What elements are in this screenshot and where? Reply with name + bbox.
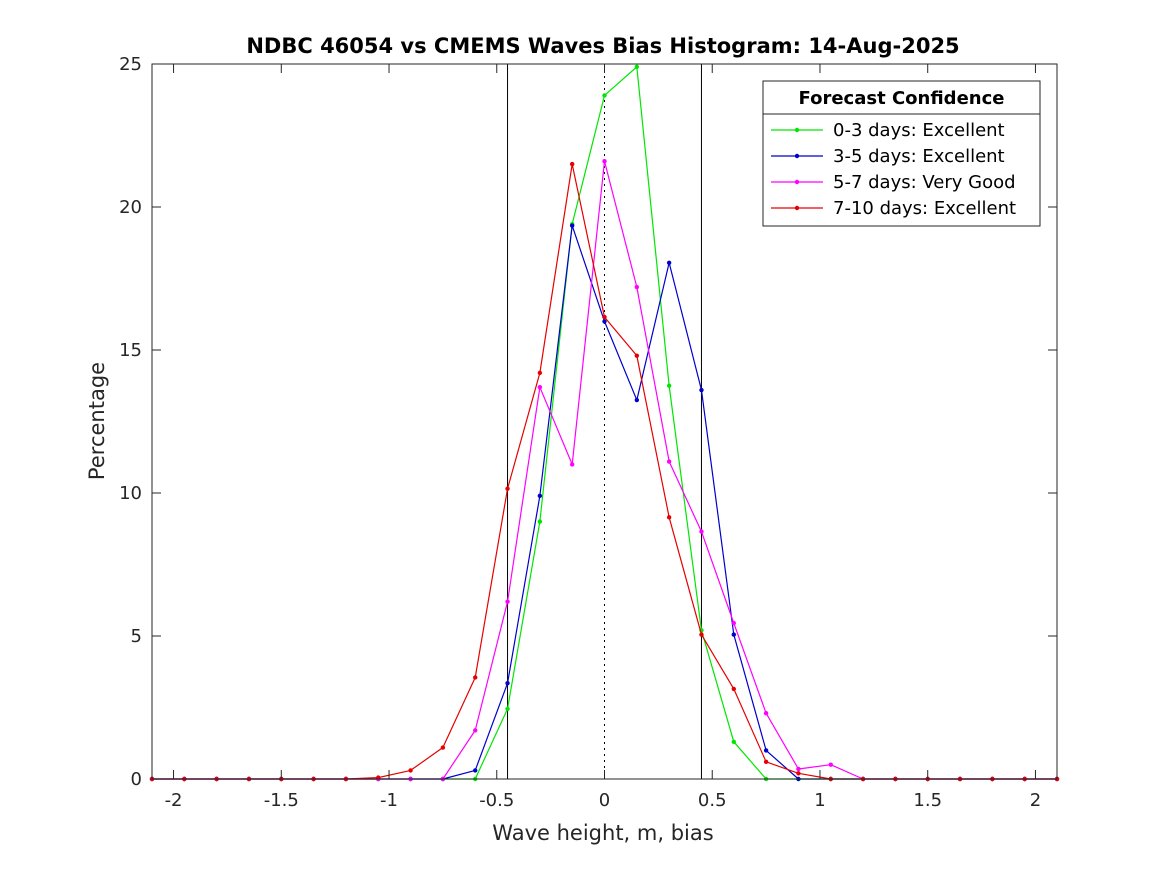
legend-entry-label: 7-10 days: Excellent — [833, 198, 1016, 219]
data-point — [828, 762, 833, 767]
legend-entry-label: 5-7 days: Very Good — [833, 172, 1016, 193]
data-point — [666, 459, 672, 464]
legend-swatch-marker — [794, 127, 800, 133]
y-axis-title: Percentage — [85, 362, 109, 480]
x-tick-label: -2 — [165, 790, 183, 811]
data-point — [763, 748, 769, 753]
data-point — [505, 599, 510, 604]
data-point — [473, 675, 478, 680]
data-point — [569, 223, 575, 228]
data-point — [537, 384, 543, 390]
data-point — [699, 387, 704, 393]
x-tick-label: 0 — [599, 790, 610, 811]
legend-swatch-marker — [794, 179, 800, 185]
data-point — [634, 397, 640, 403]
data-point — [602, 159, 607, 164]
data-point — [634, 64, 640, 70]
data-point — [505, 706, 510, 712]
legend-swatch-marker — [794, 205, 800, 211]
data-point — [666, 260, 672, 265]
data-point — [699, 529, 704, 534]
data-point — [408, 768, 413, 773]
legend-entry-label: 0-3 days: Excellent — [833, 120, 1005, 141]
data-point — [440, 745, 446, 750]
legend-swatch-marker — [794, 153, 800, 159]
data-point — [763, 759, 769, 765]
data-point — [731, 739, 736, 745]
data-point — [731, 686, 736, 692]
data-point — [505, 680, 510, 686]
data-point — [731, 632, 736, 637]
legend-entry-label: 3-5 days: Excellent — [833, 146, 1005, 167]
x-tick-label: -0.5 — [479, 790, 514, 811]
y-tick-label: 5 — [131, 626, 142, 647]
y-tick-label: 0 — [131, 769, 142, 790]
data-point — [602, 314, 607, 320]
data-point — [473, 728, 478, 733]
data-point — [473, 768, 478, 773]
data-point — [537, 493, 543, 499]
data-point — [537, 519, 543, 524]
y-tick-label: 10 — [119, 483, 142, 504]
data-point — [537, 370, 543, 376]
data-point — [569, 462, 575, 467]
data-point — [666, 383, 672, 388]
data-point — [505, 486, 510, 491]
x-tick-label: 1.5 — [913, 790, 942, 811]
data-point — [796, 766, 801, 772]
x-tick-label: -1.5 — [264, 790, 299, 811]
y-tick-label: 20 — [119, 197, 142, 218]
data-point — [634, 353, 640, 358]
x-tick-label: 0.5 — [698, 790, 727, 811]
legend-box — [762, 80, 1041, 227]
data-point — [666, 515, 672, 520]
data-point — [763, 711, 769, 716]
y-tick-label: 15 — [119, 340, 142, 361]
data-point — [699, 632, 704, 637]
data-point — [602, 93, 607, 98]
data-point — [634, 284, 640, 290]
data-point — [569, 161, 575, 167]
legend: Forecast Confidence 0-3 days: Excellent 3-… — [762, 80, 1041, 227]
chart-title: NDBC 46054 vs CMEMS Waves Bias Histogram… — [246, 34, 959, 58]
x-tick-label: 1 — [814, 790, 825, 811]
y-tick-label: 25 — [119, 54, 142, 75]
legend-title: Forecast Confidence — [799, 88, 1005, 109]
x-axis-title: Wave height, m, bias — [492, 821, 713, 845]
data-point — [602, 319, 607, 324]
data-point — [731, 620, 736, 626]
x-tick-label: -1 — [380, 790, 398, 811]
data-point — [796, 771, 801, 776]
x-tick-label: 2 — [1030, 790, 1041, 811]
